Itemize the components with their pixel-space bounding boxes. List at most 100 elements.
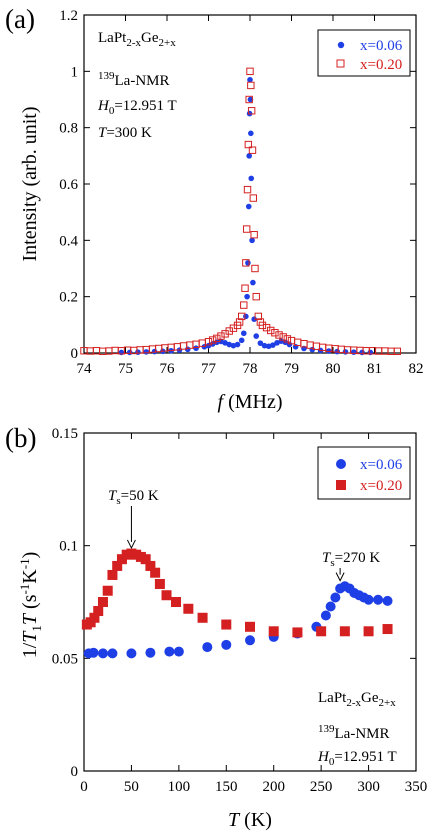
panel-a-y-tick-label: 0.8: [59, 121, 78, 137]
panel-b-legend-marker-x020: [336, 480, 346, 490]
panel-b-data-point-x020: [316, 626, 327, 637]
panel-a-data-point-x006: [234, 341, 241, 348]
panel-b-data-point-x006: [245, 635, 255, 646]
panel-a-data-point-x006: [143, 349, 150, 355]
panel-b-data-point-x020: [197, 612, 208, 623]
panel-b-data-point-x006: [164, 646, 175, 657]
panel-a-data-point-x006: [261, 342, 268, 349]
panel-a-data-point-x006: [126, 349, 133, 356]
panel-a-data-point-x006: [247, 76, 253, 83]
panel-a-data-point-x006: [248, 175, 255, 182]
panel-b-ts-right-label: Ts=270 K: [322, 550, 380, 569]
panel-a-data-point-x020: [250, 231, 258, 239]
panel-a-y-tick-label: 1: [71, 64, 79, 80]
panel-a-x-tick-label: 82: [409, 361, 424, 377]
panel-a-legend-marker-x020: [336, 59, 345, 68]
panel-a-data-point-x020: [242, 259, 250, 267]
panel-a-data-point-x020: [241, 284, 249, 292]
panel-a-y-tick-label: 0.6: [59, 177, 78, 193]
panel-b-plot-frame: [83, 432, 417, 772]
panel-a-legend-label-x020: x=0.20: [360, 57, 402, 73]
panel-a-data-point-x006: [253, 333, 260, 339]
panel-a-data-point-x006: [245, 260, 251, 266]
panel-b-data-point-x020: [89, 612, 100, 623]
panel-b-data-point-x006: [97, 648, 108, 659]
panel-a-data-point-x020: [251, 264, 259, 273]
panel-a-ticks: 74 75 76 77 78 79 80 81 82 0 0.2 0.4 0.6 0.8 1 1.2: [59, 8, 423, 377]
panel-b-y-axis-title: 1/T1T (s-1K-1): [17, 552, 44, 659]
panel-a-data-point-x020: [254, 312, 263, 321]
panel-b-data-point-x020: [102, 585, 113, 596]
panel-a-data-point-x006: [238, 337, 245, 344]
panel-a-data-point-x020: [244, 140, 253, 149]
panel-a-data-point-x006: [248, 130, 254, 137]
panel-a-y-tick-label: 0.4: [59, 233, 78, 249]
panel-b-data-point-x006: [107, 648, 118, 659]
panel-a-data-point-x006: [245, 203, 252, 210]
panel-b: (b) 0 50 100 150 200 250 300 350 0 0.05 0.1 0.15 1/…: [5, 423, 427, 831]
ts-arrow-head: [335, 572, 345, 582]
panel-b-data-point-x006: [221, 639, 232, 650]
panel-b-data-point-x006: [320, 610, 331, 621]
panel-b-data-point-x020: [150, 567, 161, 578]
panel-a-data-point-x020: [283, 335, 292, 343]
panel-b-data-point-x020: [245, 621, 255, 632]
panel-b-legend-marker-x006: [336, 459, 346, 469]
panel-b-data-point-x006: [382, 595, 393, 606]
panel-a-data-point-x020: [271, 329, 279, 337]
panel-a-data-point-x006: [246, 153, 252, 159]
panel-b-x-tick-label: 0: [80, 779, 88, 795]
panel-a-data-point-x006: [342, 349, 349, 355]
panel-a-data-point-x006: [257, 340, 264, 346]
panel-b-x-axis-title: T (K): [228, 809, 272, 831]
panel-b-nucleus-label: 139La-NMR: [318, 723, 390, 742]
panel-b-data-point-x020: [363, 626, 374, 637]
panel-b-data-point-x020: [382, 624, 393, 635]
panel-b-arrows: [126, 506, 345, 582]
panel-b-x-tick-label: 350: [405, 779, 428, 795]
ts-arrow-head: [126, 539, 136, 550]
panel-b-data-point-x020: [154, 578, 165, 589]
panel-b-data-point-x020: [97, 597, 108, 607]
panel-b-data-point-x020: [171, 597, 182, 607]
panel-a-data-point-x020: [258, 321, 267, 330]
panel-b-data-point-x006: [173, 646, 184, 657]
panel-a-data-point-x020: [242, 225, 251, 233]
panel-a-data-point-x020: [213, 334, 221, 343]
panel-b-data-point-x020: [93, 606, 104, 617]
panel-a-data-point-x020: [240, 301, 248, 309]
panel-a-y-tick-label: 1.2: [59, 8, 78, 24]
panel-a-y-axis-title: Intensity (arb. unit): [19, 107, 41, 262]
panel-a-data-point-x020: [247, 107, 256, 115]
panel-a-data-point-x020: [235, 318, 244, 326]
panel-b-data-point-x020: [140, 554, 151, 565]
panel-b-data-point-x020: [339, 626, 350, 637]
panel-b-data-points: [81, 548, 393, 659]
panel-b-data-point-x020: [161, 590, 172, 601]
panel-a: (a) 74 75 76 77 78 79 80 81 8200.20.40.60.811.2 …: [5, 4, 424, 413]
panel-a-data-point-x006: [247, 96, 254, 103]
panel-b-x-tick-label: 150: [215, 779, 238, 795]
panel-a-data-points: [80, 67, 402, 356]
panel-a-data-point-x020: [243, 185, 252, 194]
panel-a-legend-marker-x006: [337, 41, 345, 49]
panel-a-x-tick-label: 80: [326, 361, 341, 377]
panel-b-data-point-x006: [363, 594, 374, 605]
panel-b-x-tick-label: 100: [168, 779, 191, 795]
panel-a-x-tick-label: 79: [284, 361, 299, 377]
panel-b-x-tick-label: 250: [310, 779, 333, 795]
panel-b-y-tick-label: 0: [71, 764, 79, 780]
panel-b-y-tick-label: 0.1: [59, 539, 78, 555]
panel-b-x-tick-label: 200: [262, 779, 285, 795]
panel-a-data-point-x020: [275, 331, 283, 339]
panel-b-data-point-x020: [292, 627, 303, 638]
panel-a-data-point-x020: [238, 312, 246, 321]
panel-b-data-point-x020: [221, 619, 232, 630]
panel-a-data-point-x020: [247, 81, 255, 90]
panel-a-y-tick-label: 0: [71, 346, 79, 362]
panel-b-data-point-x006: [330, 592, 341, 603]
panel-a-legend-label-x006: x=0.06: [360, 38, 403, 54]
panel-a-x-tick-label: 74: [77, 361, 93, 377]
panel-a-data-point-x020: [246, 67, 254, 76]
panel-b-legend: x=0.06 x=0.20: [317, 446, 411, 500]
